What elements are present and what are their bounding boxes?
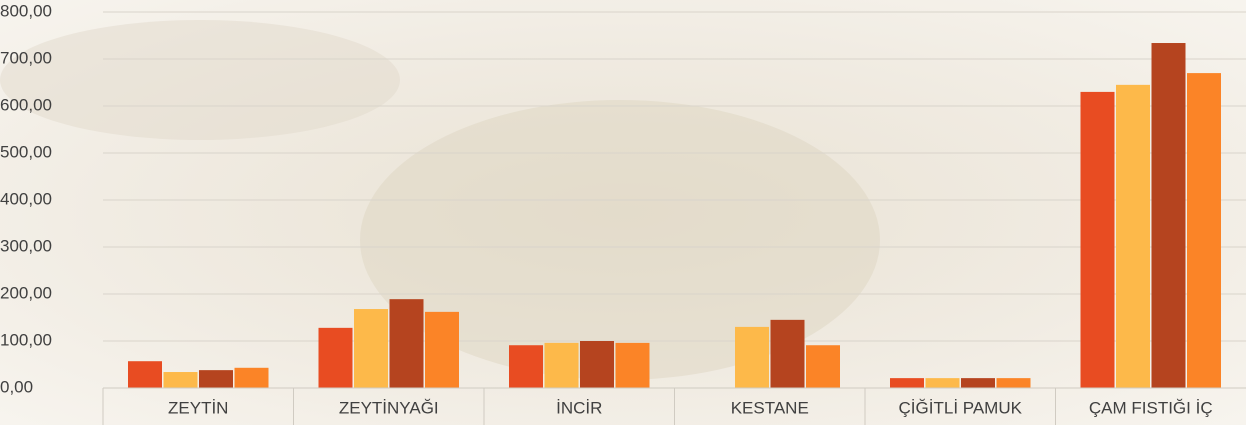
y-tick-label: 700,00 — [0, 48, 52, 67]
bar — [199, 370, 233, 388]
bar — [545, 343, 579, 388]
x-tick-label: İNCİR — [556, 398, 602, 417]
bar — [997, 378, 1031, 388]
y-tick-label: 300,00 — [0, 236, 52, 255]
y-tick-label: 200,00 — [0, 283, 52, 302]
bar — [164, 372, 198, 388]
bar — [390, 299, 424, 388]
y-tick-label: 400,00 — [0, 189, 52, 208]
bar — [1187, 73, 1221, 388]
y-tick-label: 100,00 — [0, 330, 52, 349]
chart: 0,00 100,00 200,00 300,00 400,00 500,00 600,00… — [0, 0, 1246, 425]
bar — [319, 328, 353, 388]
bar — [735, 327, 769, 388]
bar — [1116, 85, 1150, 388]
y-tick-label: 0,00 — [0, 377, 33, 396]
bar — [425, 312, 459, 388]
x-tick-label: ZEYTİN — [168, 398, 228, 417]
bar — [771, 320, 805, 388]
bar — [509, 345, 543, 388]
bar — [1081, 92, 1115, 388]
bar — [926, 378, 960, 388]
y-tick-label: 500,00 — [0, 142, 52, 161]
bar — [616, 343, 650, 388]
x-tick-label: ZEYTİNYAĞI — [339, 398, 439, 417]
bar — [806, 345, 840, 388]
x-tick-label: ÇAM FISTIĞI İÇ — [1089, 398, 1213, 417]
bar — [961, 378, 995, 388]
background-shade — [0, 20, 400, 140]
y-tick-label: 800,00 — [0, 1, 52, 20]
bar — [890, 378, 924, 388]
bar — [128, 361, 162, 388]
bar — [235, 368, 269, 388]
bar — [580, 341, 614, 388]
bar — [354, 309, 388, 388]
page: 0,00 100,00 200,00 300,00 400,00 500,00 600,00… — [0, 0, 1246, 425]
bar — [1152, 43, 1186, 388]
x-tick-label: KESTANE — [731, 398, 809, 417]
x-tick-label: ÇİĞİTLİ PAMUK — [899, 398, 1023, 417]
y-tick-label: 600,00 — [0, 95, 52, 114]
